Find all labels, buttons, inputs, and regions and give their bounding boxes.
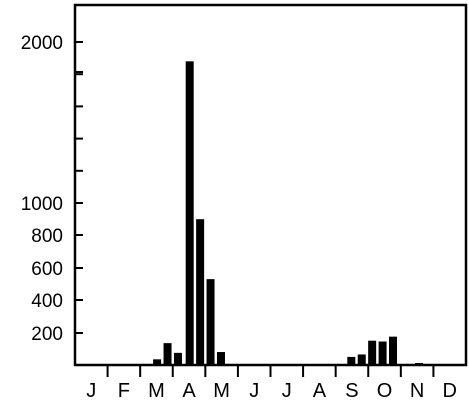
bar-4 xyxy=(196,219,205,365)
bars xyxy=(153,61,424,365)
bar-10 xyxy=(378,341,387,365)
plot-frame xyxy=(73,3,468,367)
month-label-9: O xyxy=(377,380,393,402)
month-label-4: M xyxy=(213,380,230,402)
month-label-1: F xyxy=(118,380,130,402)
bar-9 xyxy=(368,340,377,365)
y-tick-label-1000: 1000 xyxy=(21,194,63,215)
y-tick-label-600: 600 xyxy=(31,259,63,280)
y-axis-tick-labels: 200 400 600 800 1000 2000 xyxy=(21,33,63,345)
y-tick-label-2000: 2000 xyxy=(21,33,63,54)
plot-border xyxy=(73,3,468,367)
bar-1 xyxy=(163,343,172,365)
bar-6 xyxy=(216,352,225,365)
month-label-8: S xyxy=(345,380,358,402)
month-label-0: J xyxy=(86,380,96,402)
bar-5 xyxy=(206,279,215,365)
y-tick-label-400: 400 xyxy=(31,291,63,312)
month-label-5: J xyxy=(249,380,259,402)
bar-12 xyxy=(415,363,424,365)
bar-7 xyxy=(347,356,356,365)
month-label-6: J xyxy=(282,380,292,402)
bar-8 xyxy=(357,354,366,365)
bar-2 xyxy=(173,352,182,365)
bar-3 xyxy=(185,61,194,365)
x-axis-ticks xyxy=(106,365,435,377)
y-axis-ticks xyxy=(75,41,83,334)
month-label-10: N xyxy=(410,380,424,402)
y-tick-label-200: 200 xyxy=(31,324,63,345)
y-tick-label-800: 800 xyxy=(31,226,63,247)
bar-0 xyxy=(153,359,162,365)
month-label-7: A xyxy=(313,380,327,402)
bar-11 xyxy=(389,336,398,365)
month-label-11: D xyxy=(442,380,456,402)
month-label-3: A xyxy=(182,380,196,402)
month-label-2: M xyxy=(148,380,165,402)
